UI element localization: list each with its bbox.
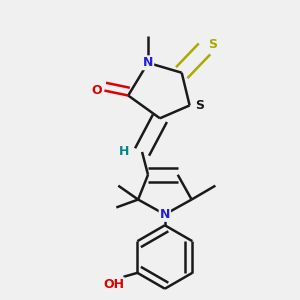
Text: O: O [91, 84, 102, 97]
Text: OH: OH [103, 278, 124, 291]
Text: N: N [143, 56, 153, 69]
Text: S: S [208, 38, 217, 52]
Text: N: N [160, 208, 170, 221]
Text: H: H [119, 146, 129, 158]
Text: S: S [195, 99, 204, 112]
